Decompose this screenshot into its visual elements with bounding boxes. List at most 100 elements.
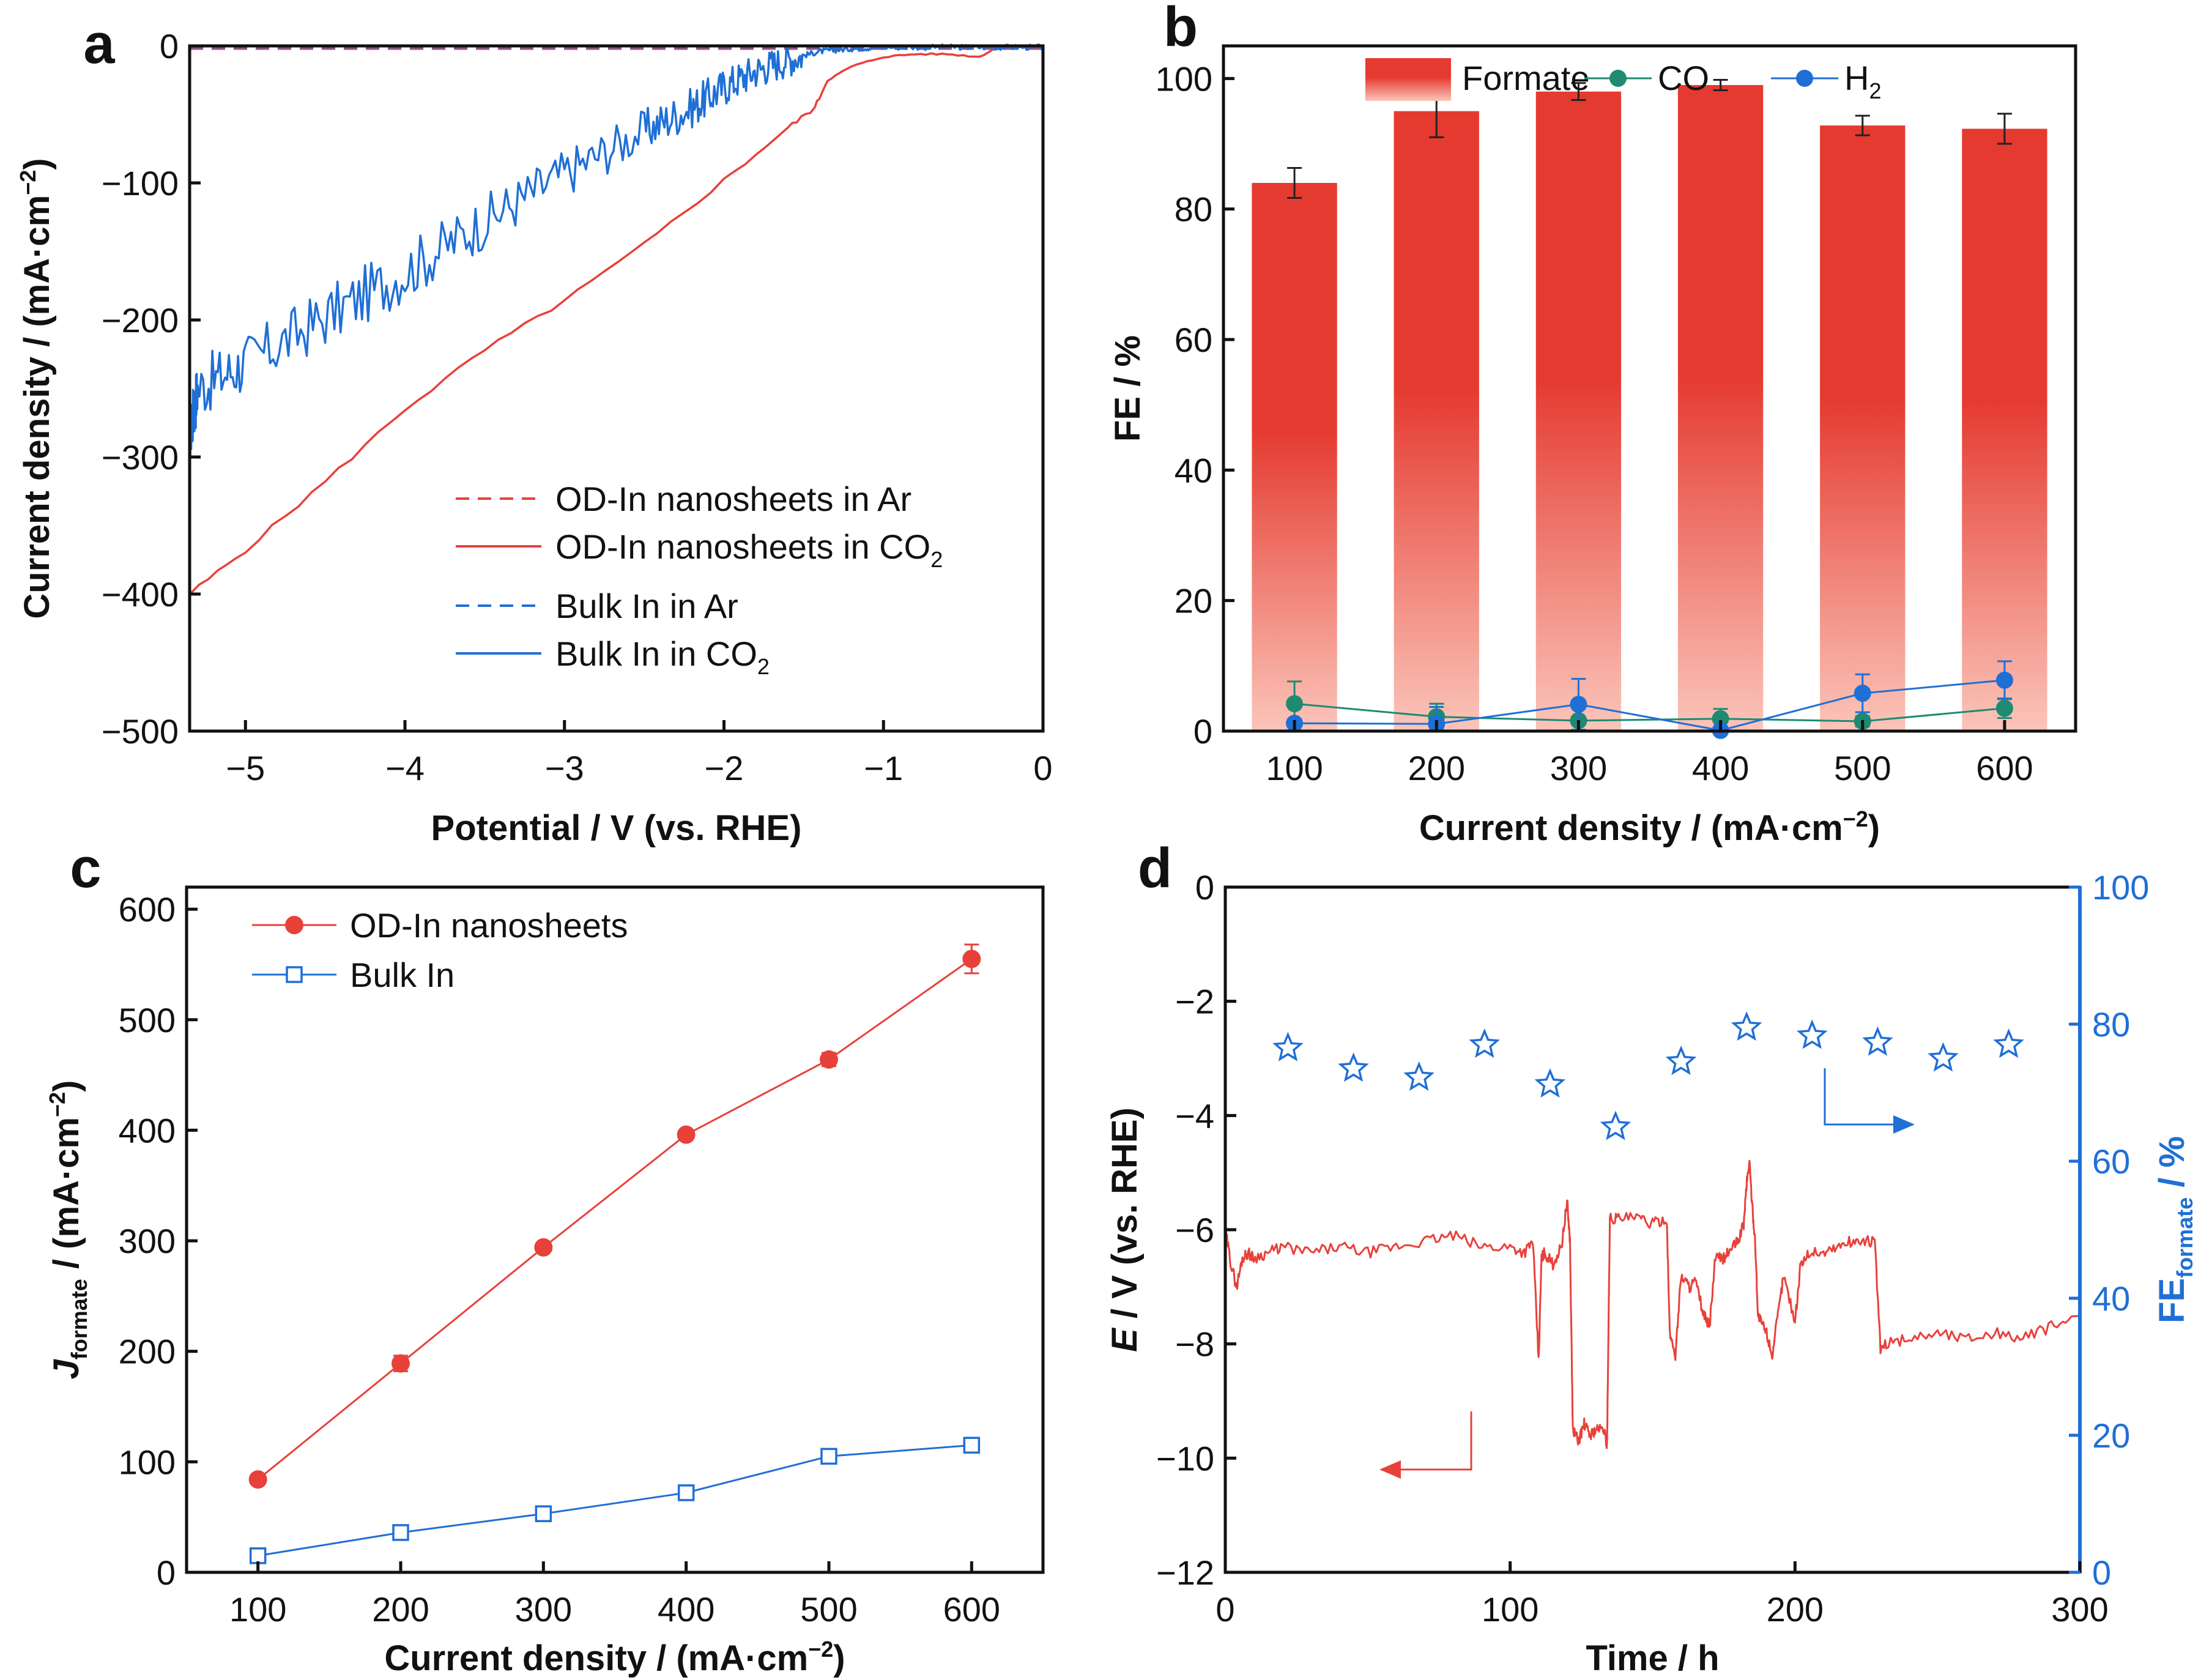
legend-label: Formate <box>1462 59 1590 97</box>
y-tick-label: 40 <box>1175 451 1212 489</box>
series-line <box>188 43 1044 460</box>
error-bar <box>1713 78 1728 92</box>
legend-label-sub: 2 <box>1869 78 1881 103</box>
x-tick-label: 600 <box>1976 749 2033 787</box>
y-axis-label-close: ) <box>17 158 57 169</box>
y2-axis-label-rest: / % <box>2152 1136 2192 1197</box>
y-tick-label: 500 <box>119 1001 176 1039</box>
y-tick-label: −4 <box>1175 1096 1214 1135</box>
y-tick-label: −400 <box>102 575 179 614</box>
panel-b: 100 200 300 400 500 600 0 20 40 60 80 100 Current de… <box>1108 0 2077 848</box>
data-point <box>1995 699 2013 717</box>
x-tick-label: 200 <box>372 1590 429 1629</box>
y-tick-label: 0 <box>1193 712 1212 751</box>
bar <box>1252 183 1337 731</box>
y2-tick-label: 100 <box>2092 868 2149 907</box>
panel-label: a <box>83 13 115 75</box>
legend-marker <box>286 966 303 983</box>
plot-frame <box>188 44 1045 733</box>
legend-label: Bulk In in CO2 <box>555 634 770 679</box>
y-tick-label: 0 <box>1195 868 1214 907</box>
y-tick-label: 20 <box>1175 582 1212 620</box>
x-tick-label: −5 <box>226 749 265 787</box>
x-tick-label: 100 <box>1266 749 1323 787</box>
y-axis-label: Jformate / (mA·cm−2) <box>45 1080 92 1380</box>
data-point <box>1731 1011 1762 1041</box>
x-tick-label: 400 <box>658 1590 714 1629</box>
data-point <box>1665 1046 1697 1076</box>
x-tick-label: 600 <box>943 1590 1000 1629</box>
y-tick-label: 100 <box>1156 59 1212 98</box>
y-tick-label: 80 <box>1175 190 1212 229</box>
y-axis-label-close: ) <box>46 1080 86 1092</box>
x-tick-label: 400 <box>1692 749 1749 787</box>
legend-label: OD-In nanosheets in Ar <box>555 480 911 518</box>
data-point <box>1993 1028 2024 1058</box>
y-tick-label: −100 <box>102 164 179 203</box>
data-point <box>1854 685 1871 702</box>
y-axis-label-rest: / (mA·cm <box>46 1117 86 1279</box>
y2-axis-label: FEformate / % <box>2152 1136 2197 1323</box>
data-point <box>535 1505 552 1523</box>
y2-axis-label-sub: formate <box>2172 1197 2197 1278</box>
plot-frame <box>185 885 1045 1574</box>
panel-a: −5 −4 −3 −2 −1 0 −500 −400 −300 −200 −100 0 Potentia… <box>15 13 1053 848</box>
y-tick-label: −12 <box>1156 1553 1214 1592</box>
y-tick-label: −6 <box>1175 1211 1214 1249</box>
data-point <box>392 1524 409 1541</box>
x-tick-label: 100 <box>229 1590 286 1629</box>
bar <box>1820 125 1906 732</box>
legend-marker <box>285 916 303 934</box>
y-axis-label-sup: −2 <box>15 170 40 195</box>
y-axis-label-sup: −2 <box>45 1092 70 1117</box>
panel-label: d <box>1138 837 1172 899</box>
series-line <box>257 958 973 1481</box>
plot-frame <box>1222 44 2077 733</box>
bar <box>1677 85 1764 731</box>
y-axis-label-sub: formate <box>67 1279 92 1359</box>
panel-label: b <box>1164 0 1198 58</box>
y-axis-label: Current density / (mA·cm−2) <box>15 158 57 619</box>
legend-marker <box>1609 70 1627 87</box>
bar <box>1394 111 1479 731</box>
data-point <box>1403 1061 1435 1091</box>
y-tick-label: 60 <box>1175 321 1212 359</box>
y-axis-label: FE / % <box>1108 335 1148 442</box>
data-point <box>1272 1031 1304 1061</box>
data-point <box>249 1547 267 1564</box>
y-tick-label: −8 <box>1175 1325 1214 1364</box>
arrow-line <box>1394 1411 1472 1471</box>
x-tick-label: 500 <box>800 1590 857 1629</box>
legend-label: OD-In nanosheets <box>350 906 628 945</box>
series-line <box>1294 702 2005 723</box>
x-axis-label-close: ) <box>1868 808 1880 848</box>
data-point <box>1797 1019 1828 1049</box>
legend-label-sub: 2 <box>757 654 770 679</box>
x-tick-label: 300 <box>2051 1590 2108 1629</box>
x-tick-label: 200 <box>1767 1590 1824 1629</box>
y-axis-label-rest: / V (vs. RHE) <box>1105 1107 1145 1328</box>
data-point <box>1338 1052 1369 1082</box>
series-line <box>258 1444 972 1557</box>
legend-label-sub: 2 <box>930 547 943 572</box>
y-tick-label: 0 <box>160 27 179 65</box>
y-tick-label: −500 <box>102 712 179 751</box>
arrow-line <box>1824 1068 1899 1126</box>
series-line <box>1224 1159 2080 1449</box>
y-tick-label: −2 <box>1175 983 1214 1021</box>
legend-label: Bulk In in Ar <box>555 587 738 625</box>
legend-swatch <box>1365 58 1451 101</box>
arrow-head <box>1893 1115 1915 1134</box>
data-point <box>248 1470 267 1489</box>
y-tick-label: 200 <box>119 1332 176 1371</box>
series-line <box>1294 679 2005 732</box>
y2-tick-label: 40 <box>2092 1279 2130 1318</box>
legend-label: H2 <box>1844 59 1881 103</box>
y-tick-label: 100 <box>119 1443 176 1481</box>
x-tick-label: 0 <box>1216 1590 1234 1629</box>
error-bar <box>1855 114 1870 136</box>
y-tick-label: −200 <box>102 301 179 340</box>
legend-label: OD-In nanosheets in CO2 <box>555 527 943 572</box>
data-point <box>677 1484 695 1501</box>
